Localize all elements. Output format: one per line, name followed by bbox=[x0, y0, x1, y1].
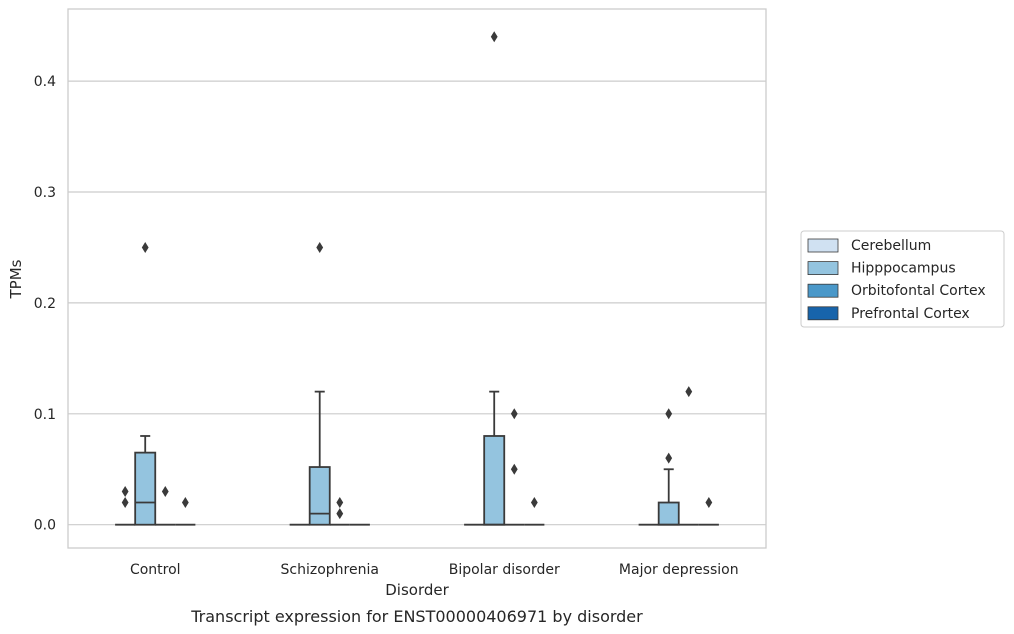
legend-label: Hipppocampus bbox=[851, 261, 956, 277]
box-group bbox=[678, 386, 699, 526]
y-axis-ticks: 0.0 0.1 0.2 0.3 0.4 bbox=[34, 74, 56, 534]
outlier-point bbox=[705, 497, 713, 509]
box-group bbox=[134, 241, 157, 526]
outlier-point bbox=[336, 508, 344, 520]
legend-swatch bbox=[807, 283, 839, 298]
legend-label: Cerebellum bbox=[851, 238, 931, 254]
y-tick-label: 0.1 bbox=[34, 407, 56, 423]
outlier-point bbox=[665, 408, 673, 420]
x-tick-label: Major depression bbox=[619, 562, 739, 578]
outlier-point bbox=[490, 31, 498, 43]
outlier-point bbox=[141, 241, 149, 253]
box-group bbox=[698, 497, 719, 526]
x-tick-label: Schizophrenia bbox=[281, 562, 379, 578]
legend-swatch bbox=[807, 238, 839, 253]
y-tick-label: 0.3 bbox=[34, 185, 56, 201]
outlier-point bbox=[336, 497, 344, 509]
box-group bbox=[308, 241, 331, 526]
outlier-point bbox=[161, 485, 169, 497]
gridlines bbox=[68, 80, 766, 526]
legend-swatch bbox=[807, 261, 839, 276]
outlier-point bbox=[665, 452, 673, 464]
outlier-point bbox=[121, 497, 129, 509]
box-group bbox=[329, 497, 350, 526]
outlier-point bbox=[510, 408, 518, 420]
outlier-point bbox=[510, 463, 518, 475]
outlier-point bbox=[121, 485, 129, 497]
x-tick-label: Bipolar disorder bbox=[449, 562, 560, 578]
legend-label: Orbitofontal Cortex bbox=[851, 283, 986, 299]
box-series bbox=[115, 31, 719, 526]
box-body bbox=[134, 451, 157, 526]
box-group bbox=[115, 485, 136, 526]
outlier-point bbox=[530, 497, 538, 509]
legend-frame bbox=[800, 230, 1005, 328]
box-group bbox=[483, 31, 506, 526]
box-group bbox=[155, 485, 176, 526]
chart-caption: Transcript expression for ENST0000040697… bbox=[190, 607, 643, 626]
y-tick-label: 0.2 bbox=[34, 296, 56, 312]
box-body bbox=[657, 501, 680, 526]
x-tick-label: Control bbox=[130, 562, 181, 578]
y-axis-label: TPMs bbox=[7, 259, 25, 299]
legend-label: Prefrontal Cortex bbox=[851, 306, 970, 322]
legend-swatch bbox=[807, 306, 839, 321]
outlier-point bbox=[685, 386, 693, 398]
y-tick-label: 0.4 bbox=[34, 74, 56, 90]
plot-area-frame bbox=[67, 8, 767, 549]
box-body bbox=[483, 435, 506, 526]
x-axis-ticks: Control Schizophrenia Bipolar disorder Majo… bbox=[130, 562, 739, 578]
box-body bbox=[308, 466, 331, 526]
box-group bbox=[504, 408, 525, 526]
box-group bbox=[524, 497, 545, 526]
legend: Cerebellum Hipppocampus Orbitofontal Corte… bbox=[800, 230, 1005, 328]
outlier-point bbox=[181, 497, 189, 509]
box-group bbox=[175, 497, 196, 526]
box-group bbox=[657, 408, 680, 526]
y-tick-label: 0.0 bbox=[34, 518, 56, 534]
x-axis-label: Disorder bbox=[385, 581, 449, 599]
outlier-point bbox=[316, 241, 324, 253]
